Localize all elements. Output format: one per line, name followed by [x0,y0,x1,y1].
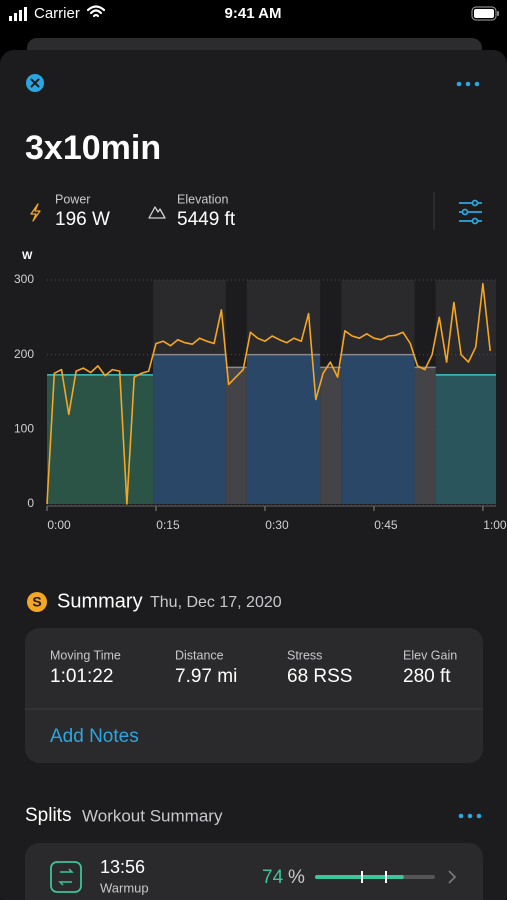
interval-block [246,354,321,504]
dot [458,813,464,819]
close-cross [30,78,40,88]
splits-more-button[interactable] [458,813,482,819]
split-time: 13:56 [100,857,145,877]
power-icon [30,203,41,222]
dot [476,813,482,819]
interval-block [225,367,247,504]
battery-tip [497,11,499,16]
battery-level [474,9,494,18]
dot [467,813,473,819]
x-tick-label: 0:00 [47,518,71,532]
summary-date: Thu, Dec 17, 2020 [150,594,282,611]
y-tick-label: 200 [14,347,34,361]
stat-label: Moving Time [50,648,121,662]
stat-value: 68 RSS [287,666,352,687]
battery [471,6,497,21]
elevation-icon [148,206,166,219]
carrier: Carrier [34,5,80,22]
x-tick-label: 0:15 [156,518,180,532]
x-tick-label: 1:00 [483,518,507,532]
stat-value: 7.97 mi [175,666,237,687]
power-line [46,282,491,505]
dot [465,81,471,87]
progress-marker [361,871,363,883]
more-button[interactable] [456,81,480,87]
interval-block [320,367,342,504]
split-percent: 74 [262,867,284,888]
progress-fill [315,875,404,879]
signal-bar [19,10,22,21]
workout-title: 3x10min [25,129,161,167]
close-button[interactable] [26,74,44,92]
stat-label: Elev Gain [403,648,457,662]
stat-label: Distance [175,648,224,662]
progress-marker [385,871,387,883]
metric-value: 196 W [55,209,110,230]
splits-title: Splits [25,805,71,826]
y-tick-label: 100 [14,422,34,436]
signal-bar [24,7,27,21]
splits-subtitle: Workout Summary [82,806,223,825]
status-bar: Carrier 9:41 AM [9,5,499,22]
wifi-icon [86,5,106,18]
y-axis-label: W [22,250,33,262]
interval-block [47,374,154,504]
y-tick-label: 300 [14,272,34,286]
stat-value: 280 ft [403,666,451,687]
clock: 9:41 AM [225,5,282,22]
interval-block [153,354,226,504]
interval-block [414,367,436,504]
summary-card [25,628,483,763]
split-icon [50,861,82,893]
dot [474,81,480,87]
summary-badge [27,592,47,612]
metric-value: 5449 ft [177,209,236,230]
stat-label: Stress [287,648,322,662]
power-chart: W 0 100 200 300 0:00 0:15 0:30 0:45 1:00 [14,250,507,532]
badge-letter: S [32,594,41,610]
x-tick-label: 0:45 [374,518,398,532]
signal-bar [14,13,17,21]
add-notes-button[interactable]: Add Notes [50,726,139,747]
interval-block [341,354,415,504]
filter-button[interactable] [459,199,482,225]
chevron [448,870,457,884]
split-percent-unit: % [288,867,305,888]
metric-label: Power [55,192,90,206]
metric-label: Elevation [177,192,228,206]
x-tick-label: 0:30 [265,518,289,532]
dot [456,81,462,87]
signal-bar [9,16,12,21]
y-tick-label: 0 [27,496,34,510]
split-row[interactable] [25,843,483,900]
split-icon-arrows [58,868,74,886]
split-name: Warmup [100,880,149,895]
summary-title: Summary [57,590,143,612]
stat-value: 1:01:22 [50,666,113,687]
interval-block [435,374,496,504]
